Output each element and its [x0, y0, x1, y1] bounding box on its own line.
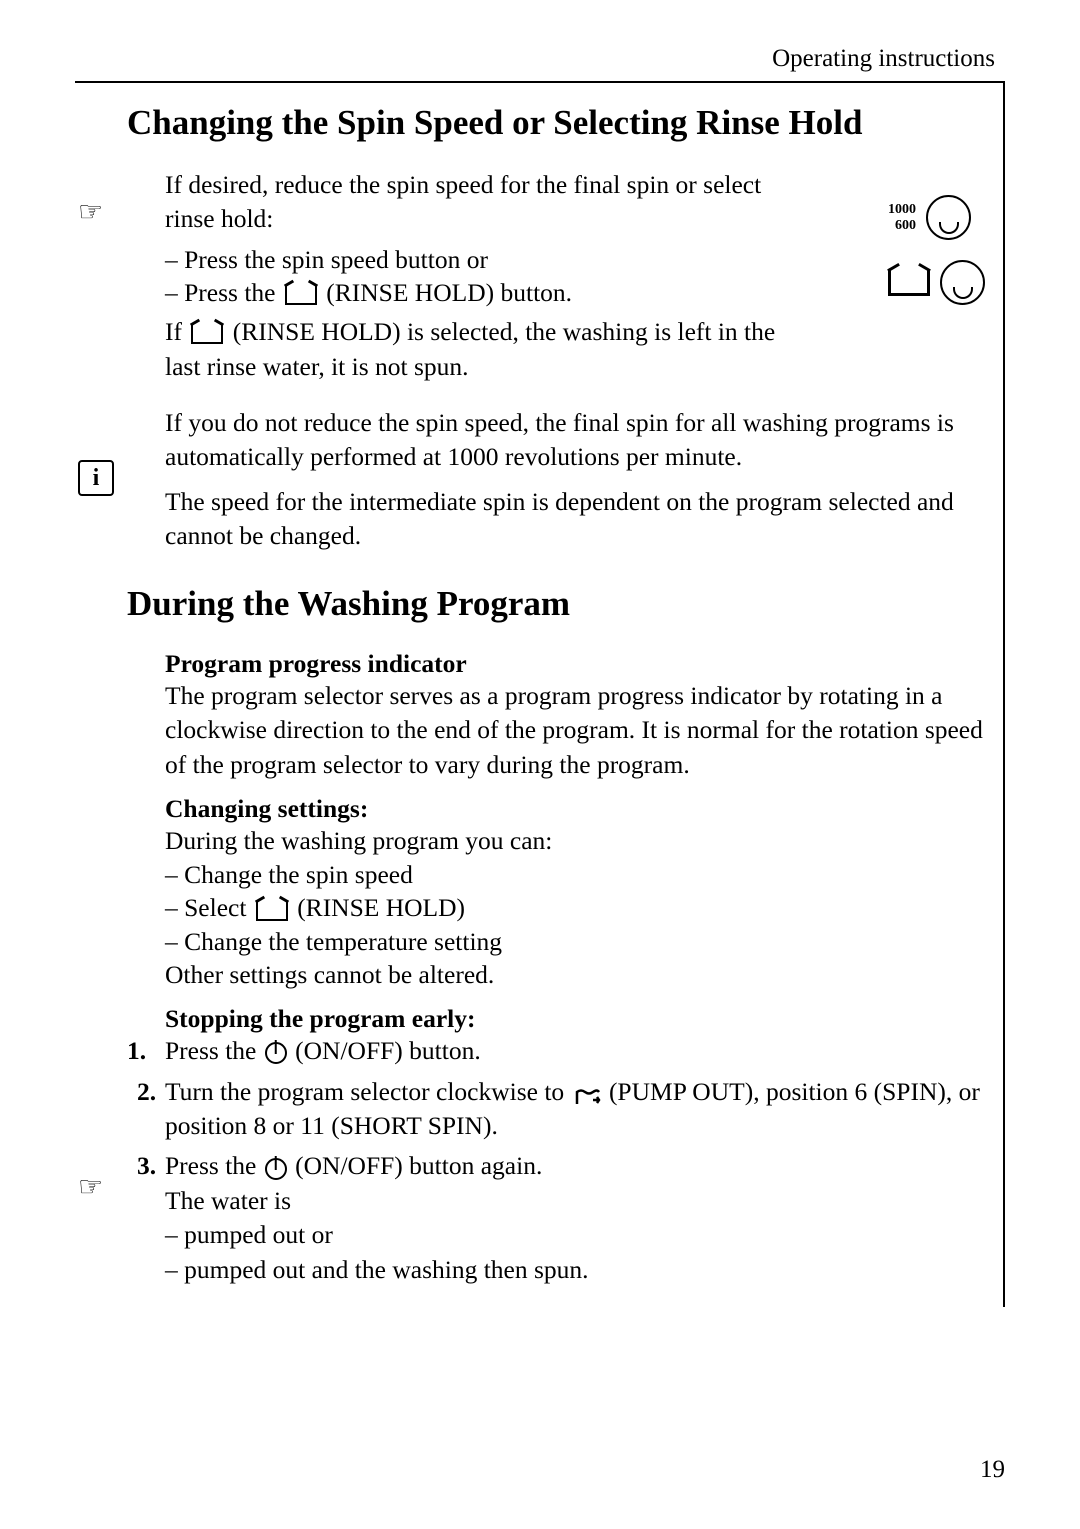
sub2-intro: During the washing program you can: [165, 824, 983, 858]
spin-600-label: 600 [888, 218, 916, 233]
spin-speed-row: 1000 600 [888, 195, 985, 240]
step3-pre: Press the [165, 1151, 263, 1180]
sub1-title: Program progress indicator [165, 649, 983, 679]
step1-pre: Press the [165, 1036, 263, 1065]
pump-out-icon [573, 1083, 601, 1105]
section1-opt2: – Press the (RINSE HOLD) button. [165, 276, 983, 309]
header-label: Operating instructions [75, 45, 1005, 73]
step3-post: (ON/OFF) button again. [289, 1151, 543, 1180]
sub2-outro: Other settings cannot be altered. [165, 958, 983, 992]
page-number: 19 [980, 1456, 1005, 1484]
rinse-hold-button-icon [940, 260, 985, 305]
sub2-opt2-post: (RINSE HOLD) [291, 893, 465, 922]
section1-opt2-pre: – Press the [165, 278, 282, 307]
rinse-hold-row [888, 260, 985, 305]
hand-pointer-icon: ☞ [78, 195, 103, 229]
sub3-title: Stopping the program early: [165, 1004, 983, 1034]
rinse-hold-side-icon [888, 270, 930, 296]
sub2-opt1: – Change the spin speed [165, 858, 983, 891]
step3: 3. Press the (ON/OFF) button again. The … [137, 1149, 983, 1287]
step3-line2: The water is [165, 1186, 291, 1215]
section2-title: During the Washing Program [127, 584, 983, 624]
page-container: Operating instructions Changing the Spin… [0, 0, 1080, 1529]
step1-num: 1. [127, 1034, 165, 1068]
power-icon [265, 1042, 287, 1064]
section1-opt1: – Press the spin speed button or [165, 243, 983, 276]
rinse-hold-icon [256, 901, 288, 921]
step2-pre: Turn the program selector clockwise to [165, 1077, 571, 1106]
sub2-opt3: – Change the temperature setting [165, 925, 983, 958]
step2-num: 2. [137, 1075, 165, 1144]
hand-pointer-icon: ☞ [78, 1170, 103, 1204]
spin-speed-labels: 1000 600 [888, 202, 916, 233]
rinse-hold-icon [285, 285, 317, 305]
section1-opt2-post: (RINSE HOLD) button. [320, 278, 572, 307]
step3-opt1: – pumped out or [165, 1220, 333, 1249]
section1-intro: If desired, reduce the spin speed for th… [165, 168, 785, 237]
sub1-text: The program selector serves as a program… [165, 679, 983, 782]
section1-result-pre: If [165, 317, 188, 346]
step3-num: 3. [137, 1149, 165, 1287]
rinse-hold-icon [191, 324, 223, 344]
step1-post: (ON/OFF) button. [289, 1036, 481, 1065]
info-para1: If you do not reduce the spin speed, the… [165, 406, 983, 475]
section1-title: Changing the Spin Speed or Selecting Rin… [127, 103, 983, 143]
step2: 2. Turn the program selector clockwise t… [137, 1075, 983, 1144]
info-para2: The speed for the intermediate spin is d… [165, 485, 983, 554]
section1-result: If (RINSE HOLD) is selected, the washing… [165, 315, 785, 384]
sub2-opt2: – Select (RINSE HOLD) [165, 891, 983, 924]
step3-opt2: – pumped out and the washing then spun. [165, 1255, 589, 1284]
step1: 1. Press the (ON/OFF) button. [127, 1034, 983, 1068]
section1-result-post: (RINSE HOLD) is selected, the washing is… [165, 317, 775, 380]
sub2-title: Changing settings: [165, 794, 983, 824]
step1-content: Press the (ON/OFF) button. [165, 1034, 983, 1068]
spin-button-icon [926, 195, 971, 240]
step3-content: Press the (ON/OFF) button again. The wat… [165, 1149, 983, 1287]
sub2-opt2-pre: – Select [165, 893, 253, 922]
spin-controls-diagram: 1000 600 [888, 195, 985, 325]
spin-1000-label: 1000 [888, 202, 916, 217]
step2-content: Turn the program selector clockwise to (… [165, 1075, 983, 1144]
content-area: Changing the Spin Speed or Selecting Rin… [75, 81, 1005, 1307]
power-icon [265, 1158, 287, 1180]
info-icon: i [78, 460, 114, 496]
